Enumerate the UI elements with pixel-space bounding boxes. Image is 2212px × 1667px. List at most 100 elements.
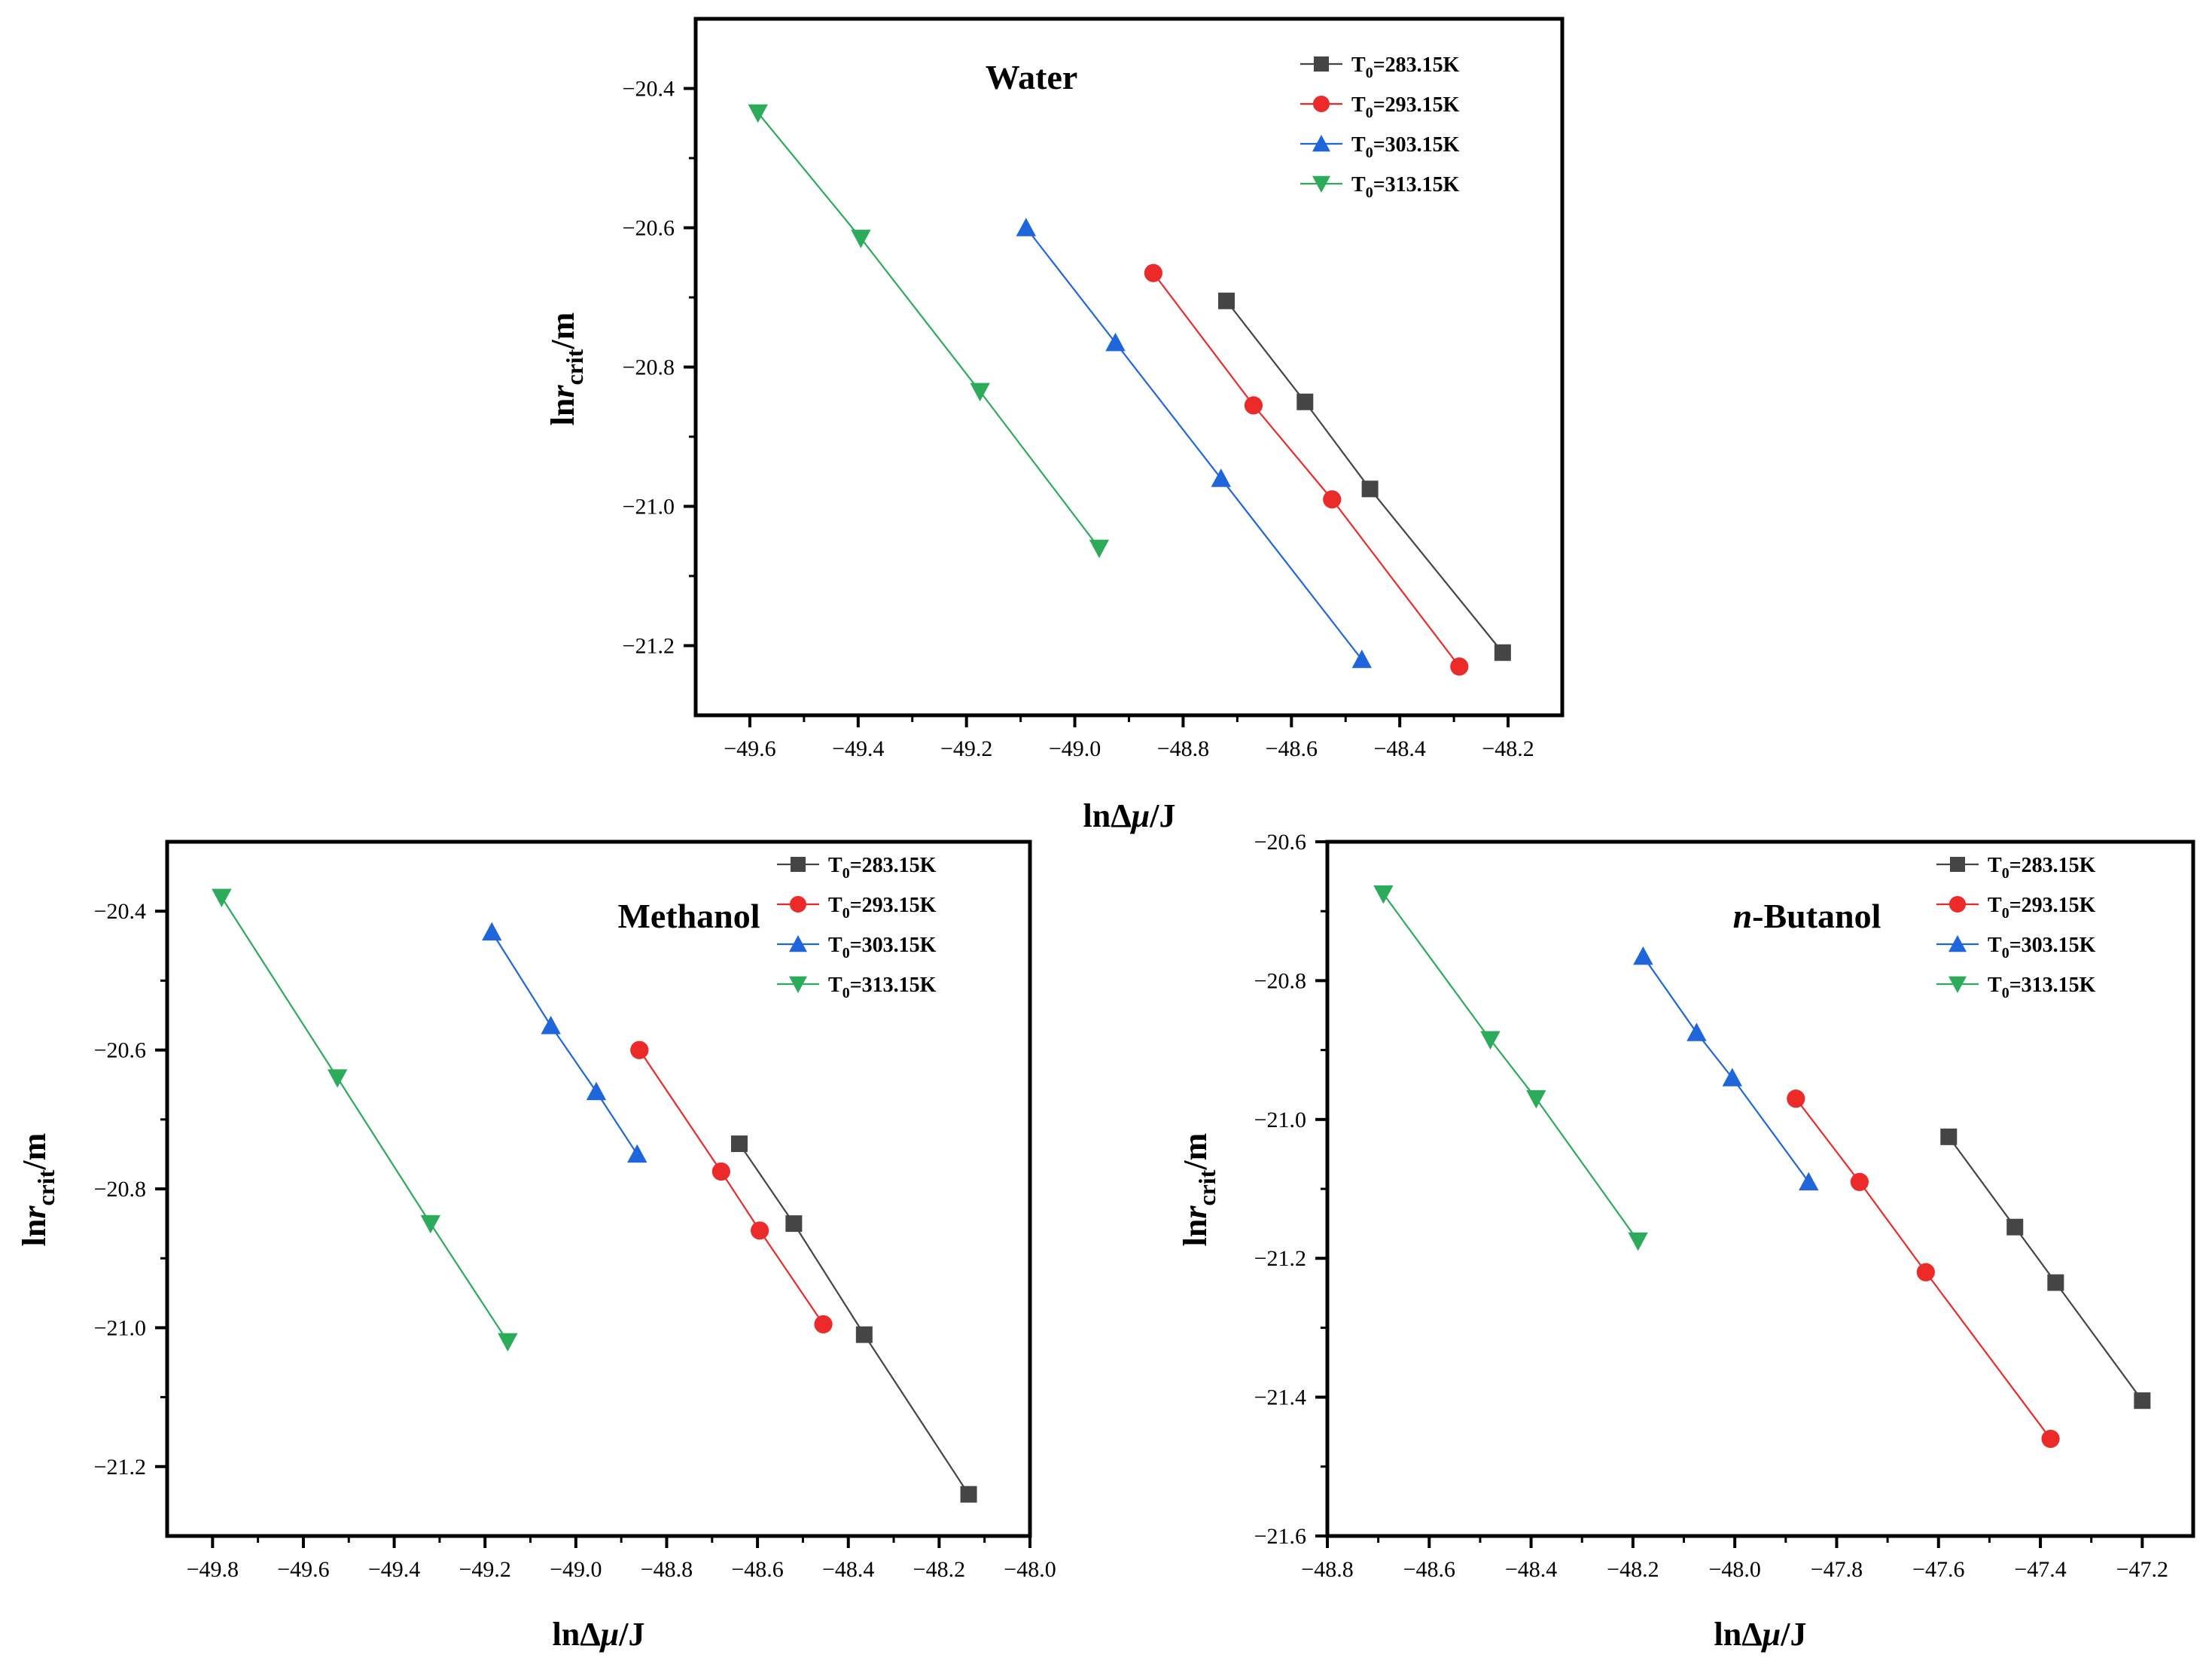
series-line-2 [1152, 272, 1461, 667]
y-tick-label: −20.8 [94, 1177, 146, 1202]
data-point [1351, 649, 1373, 669]
data-point [1494, 644, 1511, 661]
data-point [1016, 218, 1037, 236]
legend-label: T0=293.15K [828, 894, 937, 922]
x-tick-label: −47.8 [1811, 1557, 1863, 1582]
y-tick-label: −21.2 [623, 634, 675, 659]
data-point [2134, 1392, 2151, 1409]
x-axis-label: lnΔμ/J [1083, 797, 1176, 834]
plot-frame [693, 17, 1565, 718]
x-tick-label: −48.2 [1607, 1557, 1659, 1582]
legend-marker [1950, 857, 1965, 872]
x-tick-label: −47.2 [2116, 1557, 2168, 1582]
series-line-1 [739, 1143, 970, 1495]
data-point [711, 1162, 730, 1181]
data-point [855, 1326, 873, 1343]
data-point [1373, 885, 1394, 904]
x-tick-label: −48.0 [1708, 1557, 1760, 1582]
x-tick-label: −47.4 [2014, 1557, 2066, 1582]
x-tick-label: −48.2 [913, 1557, 965, 1582]
legend-marker [791, 857, 806, 872]
series-line-2 [1795, 1098, 2052, 1440]
data-point [1105, 332, 1126, 352]
y-tick-label: −20.6 [94, 1038, 146, 1063]
data-point [586, 1081, 607, 1101]
series-line-4 [757, 112, 1100, 549]
x-tick-label: −49.4 [832, 736, 884, 761]
x-tick-label: −48.8 [1157, 736, 1209, 761]
series-line-4 [1382, 893, 1639, 1242]
y-tick-label: −21.4 [1254, 1385, 1306, 1410]
y-axis-label: lnrcrit/m [544, 312, 588, 426]
legend-marker [1314, 56, 1329, 72]
data-point [627, 1144, 647, 1163]
y-tick-label: −21.0 [623, 495, 675, 520]
chart-panel-2: −49.8 −49.6 −49.4 −49.2 −49.0 −48.8 −48.6 −48.4… [16, 840, 1056, 1653]
data-point [1916, 1263, 1935, 1281]
x-tick-label: −49.6 [277, 1557, 329, 1582]
panel-title: n-Butanol [1733, 897, 1881, 935]
data-point [212, 888, 232, 907]
x-tick-label: −49.6 [724, 736, 775, 761]
data-point [482, 922, 502, 941]
data-point [1089, 539, 1110, 559]
data-point [1799, 1172, 1819, 1190]
series-line-1 [1226, 300, 1504, 654]
legend-label: T0=313.15K [828, 974, 937, 1001]
x-tick-label: −48.4 [1373, 736, 1425, 761]
x-tick-label: −48.6 [731, 1557, 783, 1582]
data-point [970, 382, 990, 402]
series-line-3 [1642, 955, 1810, 1183]
legend-label: T0=283.15K [1351, 53, 1460, 81]
x-tick-label: −48.0 [1004, 1557, 1056, 1582]
legend-label: T0=283.15K [1988, 854, 2096, 882]
legend-label: T0=303.15K [828, 934, 937, 961]
legend-marker [1312, 175, 1330, 193]
data-point [1217, 292, 1235, 309]
chart-panel-3: −48.8 −48.6 −48.4 −48.2 −48.0 −47.8 −47.6 −47.4… [1177, 830, 2195, 1653]
data-point [1144, 264, 1162, 282]
data-point [785, 1215, 803, 1233]
y-axis-label: lnrcrit/m [1177, 1133, 1220, 1247]
legend-marker [1313, 96, 1330, 112]
series-line-4 [221, 897, 509, 1342]
y-tick-label: −20.6 [1254, 830, 1306, 855]
legend-marker [789, 976, 807, 993]
data-point [1361, 480, 1379, 498]
data-point [1940, 1128, 1958, 1145]
data-point [498, 1333, 518, 1352]
x-tick-label: −49.0 [1049, 736, 1101, 761]
data-point [1526, 1089, 1546, 1109]
series-line-2 [638, 1049, 824, 1325]
x-tick-label: −48.8 [641, 1557, 693, 1582]
y-tick-label: −20.8 [1254, 968, 1306, 993]
data-point [327, 1069, 348, 1088]
data-point [1722, 1068, 1742, 1086]
x-tick-label: −49.8 [187, 1557, 239, 1582]
y-tick-label: −20.6 [623, 216, 675, 241]
x-tick-label: −48.4 [822, 1557, 874, 1582]
x-tick-label: −48.8 [1301, 1557, 1353, 1582]
x-tick-label: −47.6 [1912, 1557, 1964, 1582]
x-tick-label: −49.4 [368, 1557, 420, 1582]
x-tick-label: −49.2 [940, 736, 992, 761]
legend-marker [1948, 935, 1967, 952]
x-tick-label: −49.0 [550, 1557, 602, 1582]
legend-label: T0=293.15K [1351, 93, 1460, 121]
legend-label: T0=293.15K [1988, 894, 2096, 922]
legend-label: T0=303.15K [1988, 934, 2096, 961]
y-tick-label: −21.0 [94, 1315, 146, 1340]
data-point [2041, 1429, 2060, 1449]
data-point [630, 1041, 649, 1059]
data-point [2047, 1274, 2064, 1291]
x-axis-label: lnΔμ/J [1714, 1616, 1807, 1653]
x-axis-label: lnΔμ/J [553, 1616, 645, 1653]
legend-marker [789, 935, 807, 952]
data-point [420, 1214, 441, 1234]
legend-label: T0=303.15K [1351, 133, 1460, 161]
data-point [1686, 1022, 1707, 1041]
data-point [1480, 1031, 1501, 1050]
data-point [751, 1221, 769, 1240]
legend-label: T0=313.15K [1988, 974, 2096, 1001]
data-point [1628, 1232, 1648, 1251]
